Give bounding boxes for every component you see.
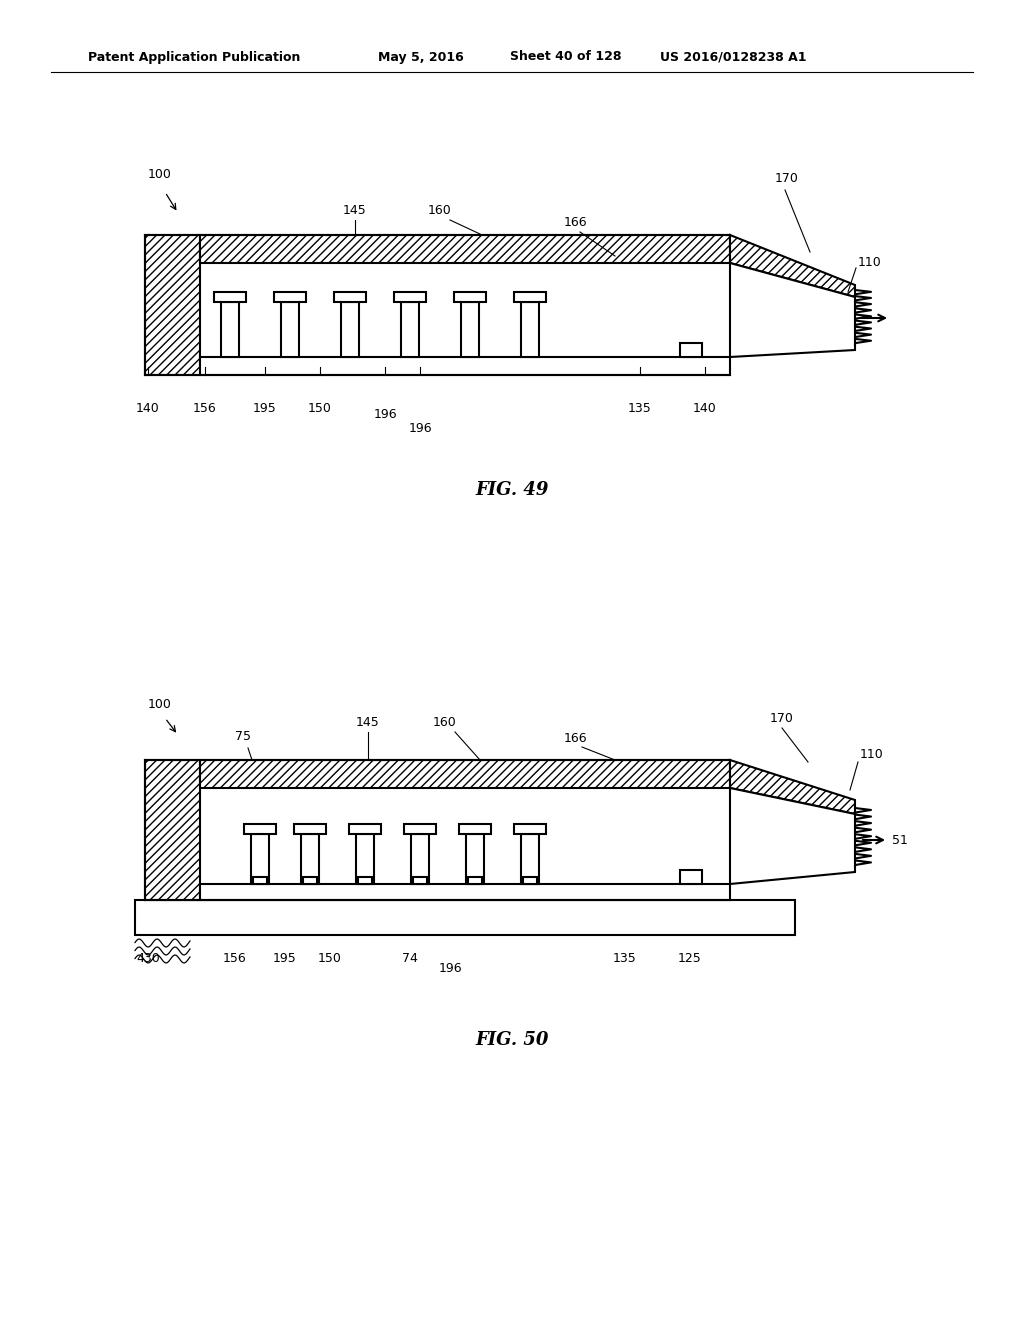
Bar — [294, 824, 326, 834]
Bar — [200, 263, 730, 356]
Polygon shape — [730, 788, 855, 884]
Bar — [251, 834, 269, 884]
Bar — [200, 235, 730, 263]
Text: Patent Application Publication: Patent Application Publication — [88, 50, 300, 63]
Text: 75: 75 — [234, 730, 251, 743]
Text: 156: 156 — [223, 952, 247, 965]
Bar — [200, 884, 730, 900]
Bar — [200, 235, 730, 263]
Text: 195: 195 — [273, 952, 297, 965]
Text: 160: 160 — [433, 715, 457, 729]
Text: 145: 145 — [343, 203, 367, 216]
Bar — [404, 824, 436, 834]
Bar — [459, 824, 490, 834]
Bar — [145, 235, 200, 375]
Bar — [281, 302, 299, 356]
Bar — [135, 900, 795, 935]
Bar — [514, 292, 546, 302]
Polygon shape — [730, 263, 855, 356]
Bar — [461, 302, 479, 356]
Bar — [341, 302, 359, 356]
Bar — [680, 870, 702, 884]
Bar — [521, 302, 539, 356]
Text: 430: 430 — [136, 952, 160, 965]
Text: 150: 150 — [308, 401, 332, 414]
Text: 140: 140 — [136, 401, 160, 414]
Text: US 2016/0128238 A1: US 2016/0128238 A1 — [660, 50, 807, 63]
Bar — [523, 876, 537, 884]
Text: 125: 125 — [678, 952, 701, 965]
Text: 110: 110 — [860, 748, 884, 762]
Bar — [413, 876, 427, 884]
Text: 140: 140 — [693, 401, 717, 414]
Bar — [221, 302, 239, 356]
Text: 135: 135 — [628, 401, 652, 414]
Text: 166: 166 — [563, 216, 587, 230]
Text: 135: 135 — [613, 952, 637, 965]
Text: 100: 100 — [148, 698, 172, 711]
Text: FIG. 49: FIG. 49 — [475, 480, 549, 499]
Bar — [454, 292, 486, 302]
Bar — [145, 760, 200, 900]
Text: Sheet 40 of 128: Sheet 40 of 128 — [510, 50, 622, 63]
Bar — [680, 343, 702, 356]
Text: 196: 196 — [373, 408, 397, 421]
Text: 51: 51 — [892, 833, 908, 846]
Bar — [253, 876, 267, 884]
Bar — [356, 834, 374, 884]
Bar — [200, 760, 730, 788]
Text: 160: 160 — [428, 203, 452, 216]
Bar — [514, 824, 546, 834]
Bar — [214, 292, 246, 302]
Text: May 5, 2016: May 5, 2016 — [378, 50, 464, 63]
Bar — [334, 292, 366, 302]
Text: 100: 100 — [148, 169, 172, 181]
Polygon shape — [730, 760, 855, 814]
Bar — [394, 292, 426, 302]
Bar — [200, 788, 730, 884]
Bar — [200, 356, 730, 375]
Bar — [274, 292, 306, 302]
Bar — [349, 824, 381, 834]
Text: 150: 150 — [318, 952, 342, 965]
Bar — [468, 876, 482, 884]
Bar — [145, 235, 200, 375]
Text: 145: 145 — [356, 715, 380, 729]
Bar — [244, 824, 276, 834]
Text: 170: 170 — [775, 172, 799, 185]
Bar — [358, 876, 372, 884]
Text: 196: 196 — [438, 961, 462, 974]
Text: 74: 74 — [402, 952, 418, 965]
Bar — [145, 760, 200, 900]
Text: FIG. 50: FIG. 50 — [475, 1031, 549, 1049]
Bar — [521, 834, 539, 884]
Text: 166: 166 — [563, 731, 587, 744]
Bar — [466, 834, 484, 884]
Bar — [401, 302, 419, 356]
Text: 110: 110 — [858, 256, 882, 268]
Bar — [411, 834, 429, 884]
Text: 195: 195 — [253, 401, 276, 414]
Text: 156: 156 — [194, 401, 217, 414]
Polygon shape — [730, 235, 855, 297]
Text: 170: 170 — [770, 711, 794, 725]
Bar — [303, 876, 317, 884]
Bar — [301, 834, 319, 884]
Bar — [200, 760, 730, 788]
Text: 196: 196 — [409, 421, 432, 434]
